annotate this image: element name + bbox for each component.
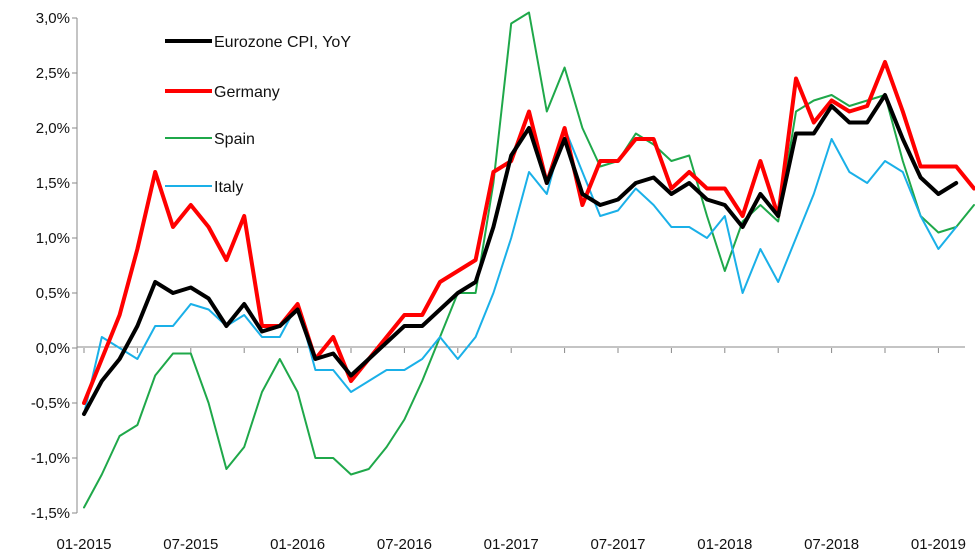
y-tick-label: 0,0% <box>36 340 70 357</box>
y-tick-label: 1,5% <box>36 175 70 192</box>
legend-label: Germany <box>214 84 280 101</box>
x-tick-label: 07-2018 <box>804 536 859 553</box>
x-tick-label: 01-2018 <box>697 536 752 553</box>
x-tick-label: 01-2016 <box>270 536 325 553</box>
legend-label: Spain <box>214 131 255 148</box>
x-tick-label: 01-2019 <box>911 536 966 553</box>
y-tick-label: -1,0% <box>31 450 70 467</box>
series-line-eurozone-cpi-yoy <box>82 93 959 416</box>
series-lines <box>82 11 975 509</box>
legend-label: Italy <box>214 179 243 196</box>
series-line-spain <box>83 11 975 509</box>
y-tick-label: 0,5% <box>36 285 70 302</box>
y-tick-label: 1,0% <box>36 230 70 247</box>
y-tick-label: 2,0% <box>36 120 70 137</box>
y-tick-label: 2,5% <box>36 65 70 82</box>
legend-label: Eurozone CPI, YoY <box>214 34 351 51</box>
x-tick-label: 07-2017 <box>590 536 645 553</box>
x-tick-label: 01-2015 <box>56 536 111 553</box>
y-tick-label: 3,0% <box>36 10 70 27</box>
series-line-italy <box>83 127 958 415</box>
x-tick-label: 07-2015 <box>163 536 218 553</box>
x-axis-ticks: 01-2015 07-2015 01-2016 07-2016 01-2017 07-20… <box>56 348 966 553</box>
y-tick-label: -1,5% <box>31 505 70 522</box>
legend: Eurozone CPI, YoY Germany Spain Italy <box>165 34 351 196</box>
x-tick-label: 07-2016 <box>377 536 432 553</box>
y-tick-label: -0,5% <box>31 395 70 412</box>
series-line-germany <box>82 60 975 405</box>
x-tick-label: 01-2017 <box>484 536 539 553</box>
y-axis-ticks: -1,5% -1,0% -0,5% 0,0% 0,5% 1,0% 1,5% 2,0% 2,5% 3… <box>31 10 77 522</box>
